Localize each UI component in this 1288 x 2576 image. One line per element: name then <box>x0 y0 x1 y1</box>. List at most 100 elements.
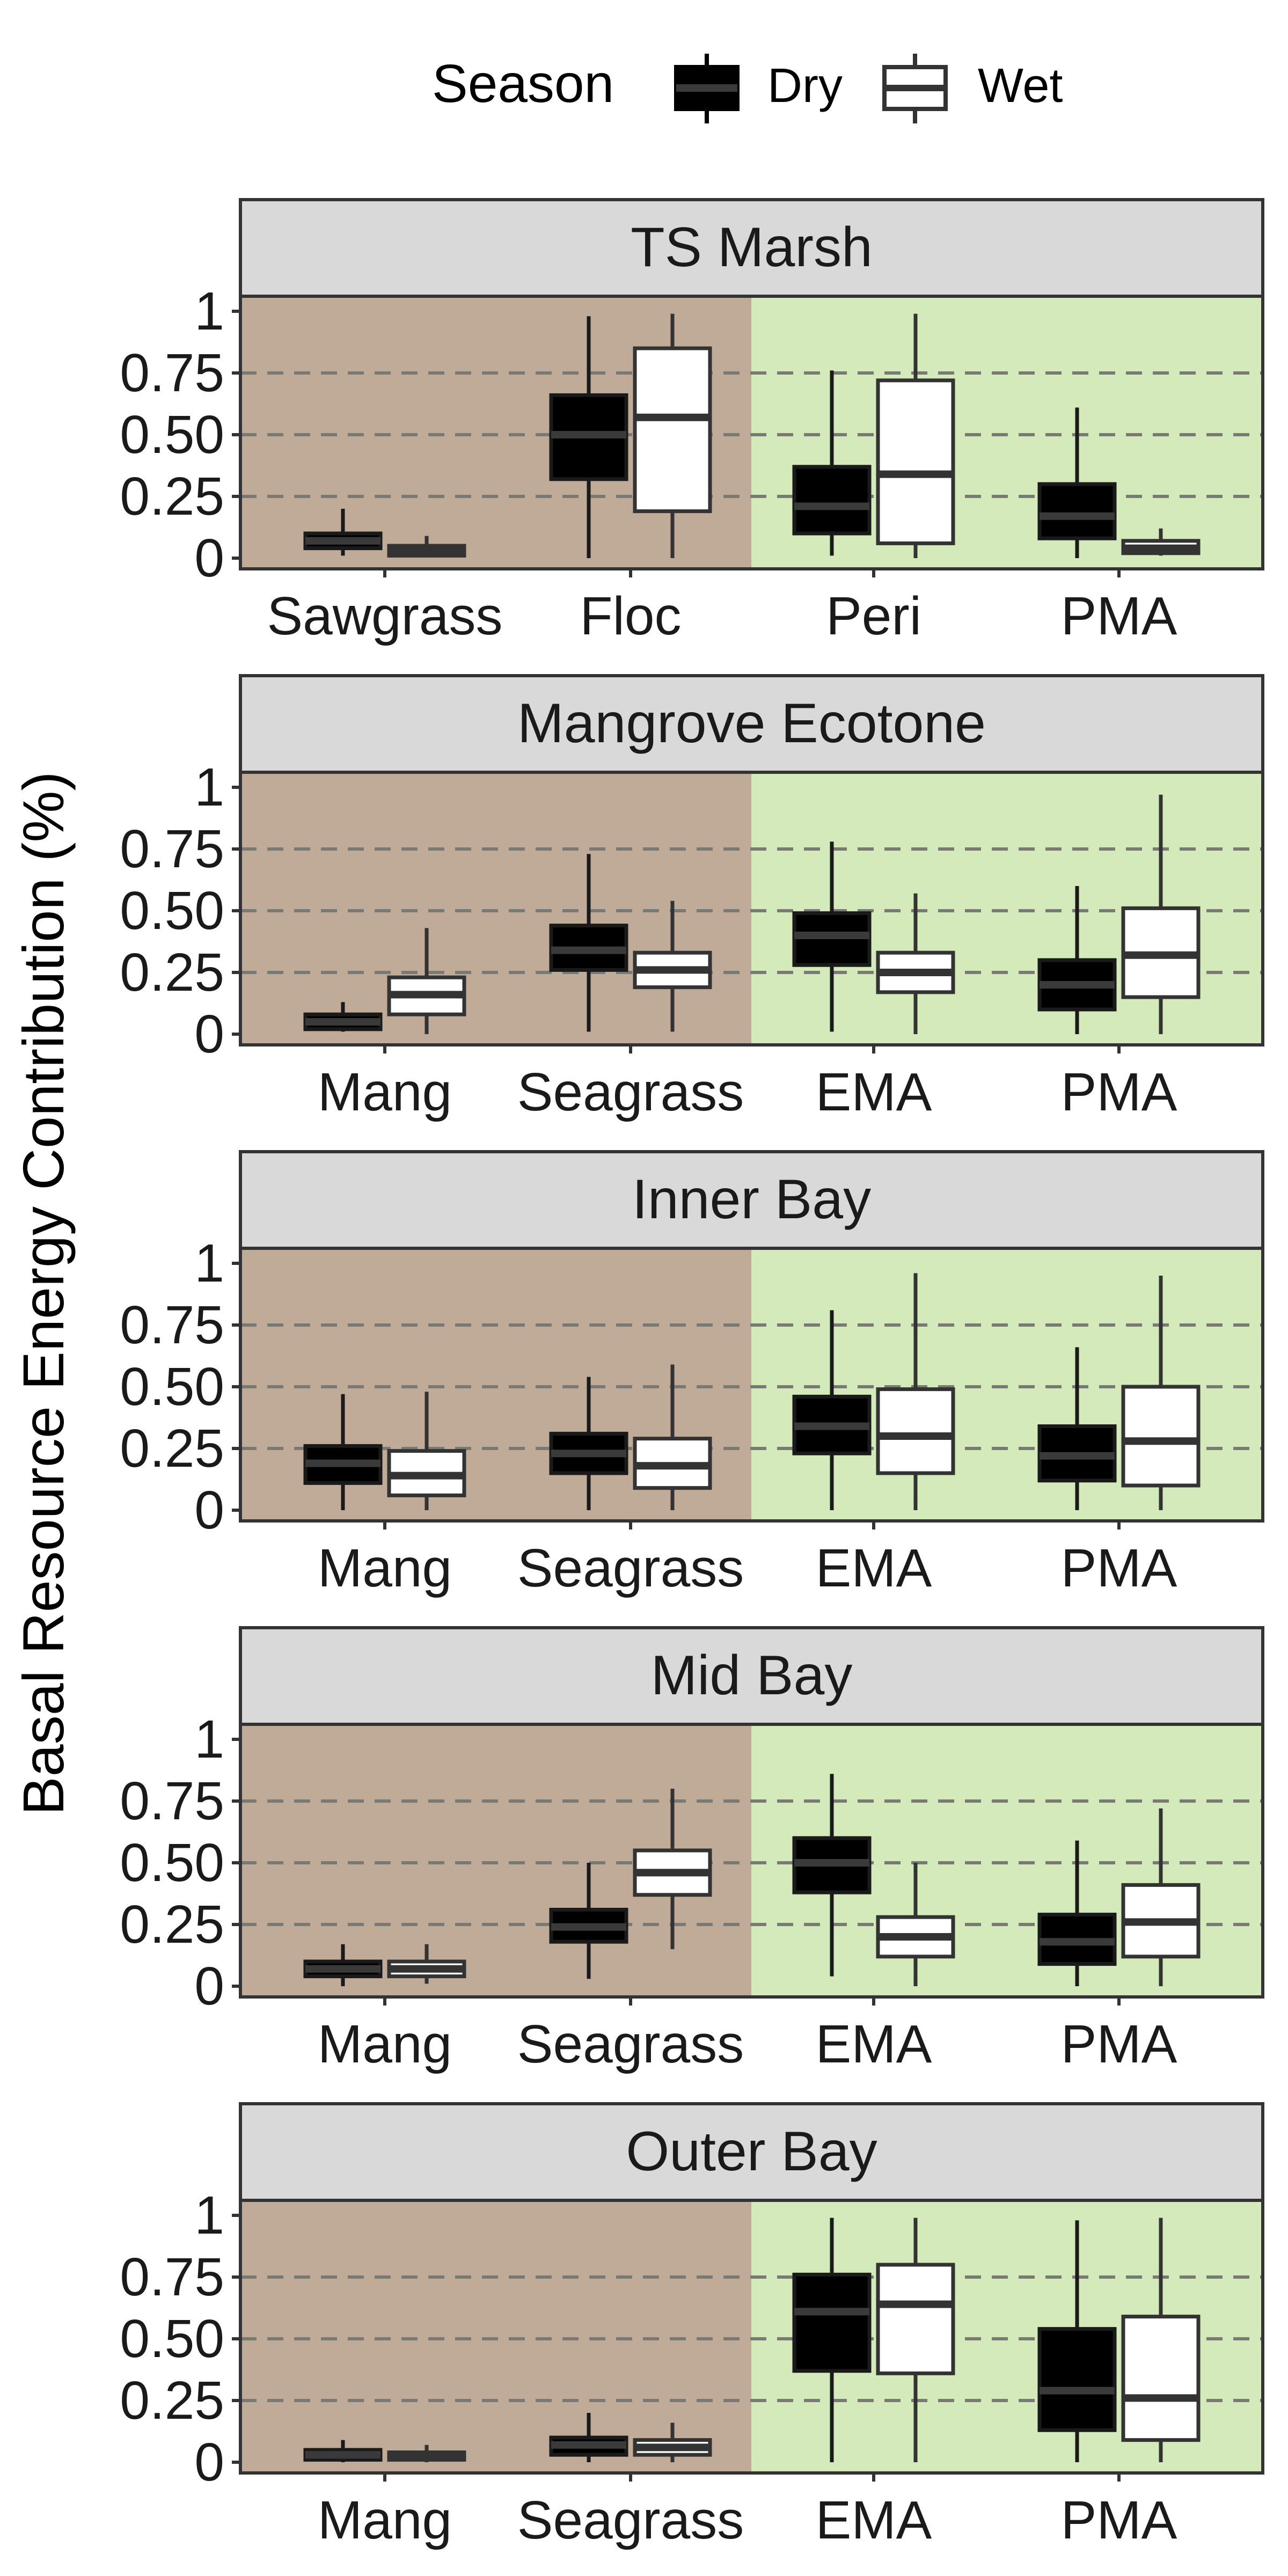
panel-border <box>239 2199 1264 2475</box>
box-wet-3 <box>1121 794 1201 1034</box>
box-wet-2 <box>876 2218 955 2462</box>
x-tick-label: Floc <box>580 586 682 646</box>
x-tick-label: Seagrass <box>517 1538 744 1598</box>
box-wet-0 <box>387 928 466 1034</box>
box-wet-2 <box>876 1273 955 1510</box>
x-tick-label: PMA <box>1061 2490 1177 2550</box>
box-dry-0 <box>303 509 383 556</box>
y-tick-label: 0.75 <box>120 1771 224 1831</box>
y-tick-label: 1 <box>194 1233 224 1293</box>
panel-background-brown <box>240 2200 751 2473</box>
legend: Season Dry Wet <box>432 54 1063 123</box>
legend-label-wet: Wet <box>978 59 1063 113</box>
box-wet-3 <box>1121 528 1201 556</box>
facet-4: Outer Bay 00.250.500.751 Mang Seagrass EMA PM… <box>120 2102 1264 2550</box>
y-tick-label: 0.25 <box>120 1894 224 1955</box>
y-tick-label: 0 <box>194 528 224 588</box>
panel-background-brown <box>240 772 751 1045</box>
facet-strip <box>239 198 1264 298</box>
facet-title: Mid Bay <box>651 1644 853 1707</box>
box-wet-0 <box>387 1944 466 1984</box>
box-dry-2 <box>792 1774 872 1977</box>
facet-1: Mangrove Ecotone 00.250.500.751 Mang Seagra… <box>120 674 1264 1122</box>
box <box>876 378 955 545</box>
facet-title: TS Marsh <box>631 216 873 279</box>
y-tick-label: 0 <box>194 2432 224 2492</box>
y-tick-label: 0.25 <box>120 1418 224 1479</box>
y-tick-label: 0.75 <box>120 343 224 403</box>
box-dry-0 <box>303 2440 383 2462</box>
box-wet-1 <box>633 1789 712 1949</box>
box-dry-2 <box>792 370 872 556</box>
box-dry-1 <box>549 1863 628 1979</box>
facet-3: Mid Bay 00.250.500.751 Mang Seagrass EMA PMA <box>120 1626 1264 2074</box>
x-tick-label: EMA <box>816 1538 932 1598</box>
box-wet-2 <box>876 893 955 1034</box>
box-wet-0 <box>387 1392 466 1510</box>
box-dry-1 <box>549 2413 628 2462</box>
y-tick-label: 0.25 <box>120 466 224 526</box>
box <box>1121 1385 1201 1488</box>
x-tick-label: PMA <box>1061 1062 1177 1122</box>
x-tick-label: Mang <box>318 2014 452 2074</box>
x-tick-label: Peri <box>826 586 921 646</box>
box-wet-0 <box>387 536 466 558</box>
x-tick-label: Seagrass <box>517 2014 744 2074</box>
y-tick-label: 0.50 <box>120 1357 224 1417</box>
facet-strip <box>239 1150 1264 1250</box>
box-dry-3 <box>1037 1840 1117 1986</box>
box <box>792 2272 872 2373</box>
y-tick-label: 0.50 <box>120 1833 224 1893</box>
box-dry-3 <box>1037 2220 1117 2462</box>
x-tick-label: EMA <box>816 1062 932 1122</box>
legend-key-wet <box>882 54 948 123</box>
box-dry-0 <box>303 1394 383 1510</box>
legend-label-dry: Dry <box>767 59 843 113</box>
x-tick-label: Seagrass <box>517 2490 744 2550</box>
box-dry-3 <box>1037 886 1117 1034</box>
y-tick-label: 0.50 <box>120 405 224 465</box>
x-tick-label: PMA <box>1061 2014 1177 2074</box>
box-dry-1 <box>549 316 628 558</box>
x-tick-label: Mang <box>318 1062 452 1122</box>
box <box>876 1387 955 1475</box>
box <box>1121 2315 1201 2442</box>
box-wet-3 <box>1121 2218 1201 2462</box>
facet-strip <box>239 1626 1264 1726</box>
x-tick-label: Mang <box>318 2490 452 2550</box>
y-tick-label: 0 <box>194 1004 224 1064</box>
box-wet-1 <box>633 901 712 1032</box>
y-tick-label: 1 <box>194 281 224 341</box>
y-tick-label: 1 <box>194 757 224 817</box>
box-wet-3 <box>1121 1276 1201 1510</box>
box-dry-1 <box>549 854 628 1032</box>
y-tick-label: 0.25 <box>120 942 224 1002</box>
box-dry-1 <box>549 1377 628 1510</box>
panel-border <box>239 295 1264 570</box>
box-wet-2 <box>876 313 955 558</box>
y-tick-label: 0.25 <box>120 2370 224 2431</box>
box-wet-1 <box>633 313 712 558</box>
box <box>1037 482 1117 540</box>
y-tick-label: 0 <box>194 1956 224 2016</box>
facet-title: Outer Bay <box>626 2120 877 2183</box>
facet-0: TS Marsh 00.250.500.751 Sawgrass Floc Peri PM… <box>120 198 1264 646</box>
y-tick-label: 0.50 <box>120 881 224 941</box>
facet-title: Mangrove Ecotone <box>517 692 986 755</box>
box-wet-0 <box>387 2445 466 2462</box>
y-tick-label: 0.75 <box>120 1295 224 1355</box>
box-wet-3 <box>1121 1808 1201 1986</box>
x-tick-label: PMA <box>1061 586 1177 646</box>
x-tick-label: EMA <box>816 2490 932 2550</box>
box-dry-3 <box>1037 407 1117 558</box>
box <box>792 465 872 536</box>
panel-border <box>239 771 1264 1046</box>
box-dry-3 <box>1037 1347 1117 1510</box>
facet-title: Inner Bay <box>632 1168 871 1231</box>
y-tick-label: 1 <box>194 2185 224 2245</box>
box <box>1037 2327 1117 2432</box>
x-tick-label: Mang <box>318 1538 452 1598</box>
x-tick-label: Sawgrass <box>267 586 502 646</box>
